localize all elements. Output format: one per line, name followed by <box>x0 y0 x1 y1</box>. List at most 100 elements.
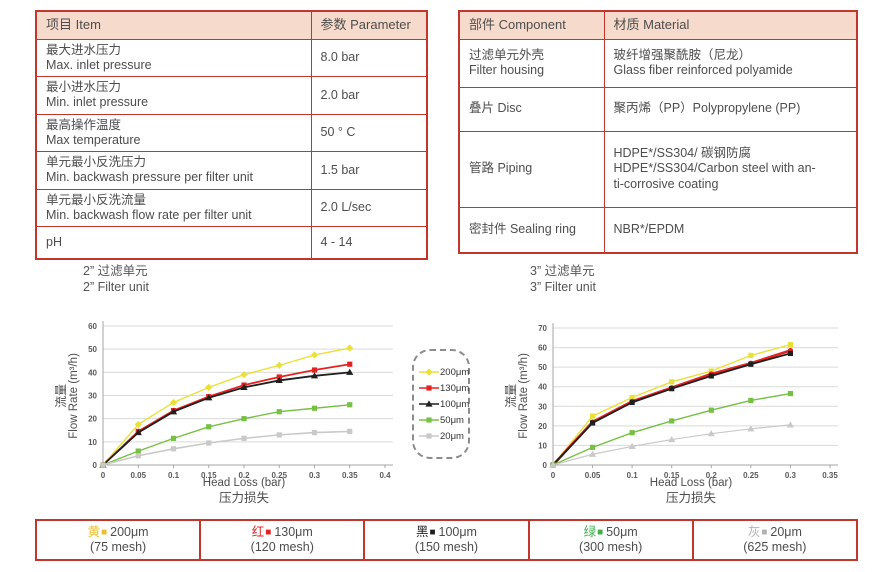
color-name-cn: 灰 <box>747 524 761 539</box>
legend-item: 200μm <box>419 366 470 378</box>
table-row: 单元最小反洗压力 Min. backwash pressure per filt… <box>35 151 428 190</box>
table-row: pH 4 - 14 <box>35 226 428 259</box>
svg-text:20: 20 <box>538 422 547 431</box>
legend-label: 20μm <box>440 430 464 442</box>
legend-item: 50μm <box>419 415 468 426</box>
svg-text:0.2: 0.2 <box>706 471 718 480</box>
x-axis-label-3in: Head Loss (bar) 压力损失 <box>611 477 771 506</box>
table-row: 最高操作温度 Max temperature 50 ° C <box>35 113 428 152</box>
table-row: 最大进水压力 Max. inlet pressure 8.0 bar <box>35 38 428 77</box>
legend-label: 130μm <box>440 382 470 394</box>
chart-legend-box: 200μm 130μm 100μm 50μm 20μm <box>412 349 470 459</box>
mesh-label: (75 mesh) <box>89 540 147 554</box>
svg-text:0.3: 0.3 <box>309 471 321 480</box>
legend-line-marker-icon <box>419 433 439 439</box>
legend-line-marker-icon <box>419 368 439 376</box>
svg-text:0: 0 <box>551 471 556 480</box>
x-axis-label-cn: 压力损失 <box>665 490 716 505</box>
mesh-cell: 红■ 130μm (120 mesh) <box>199 519 366 561</box>
spec-item-value: 4 - 14 <box>310 226 428 259</box>
spec-header-parameter: 参数 Parameter <box>310 10 428 40</box>
svg-text:0.05: 0.05 <box>585 471 601 480</box>
svg-text:0.05: 0.05 <box>130 471 146 480</box>
svg-text:30: 30 <box>88 392 97 401</box>
table-row: 最小进水压力 Min. inlet pressure 2.0 bar <box>35 76 428 115</box>
spec-item-label: 单元最小反洗流量 Min. backwash flow rate per fil… <box>35 188 312 227</box>
svg-text:0: 0 <box>93 461 98 470</box>
table-row: 单元最小反洗流量 Min. backwash flow rate per fil… <box>35 188 428 227</box>
material-value: HDPE*/SS304/ 碳钢防腐 HDPE*/SS304/Carbon ste… <box>603 130 858 208</box>
svg-text:0.2: 0.2 <box>238 471 250 480</box>
svg-text:0.15: 0.15 <box>664 471 680 480</box>
svg-text:0.25: 0.25 <box>271 471 287 480</box>
svg-text:60: 60 <box>538 344 547 353</box>
table-row: 叠片 Disc 聚丙烯（PP）Polypropylene (PP) <box>458 86 858 132</box>
mesh-legend-row: 黄■ 200μm (75 mesh) 红■ 130μm (120 mesh) 黑■ 1… <box>34 519 859 561</box>
svg-text:60: 60 <box>88 322 97 331</box>
spec-item-label: pH <box>35 226 312 259</box>
legend-line-marker-icon <box>419 417 439 423</box>
flow-chart-2in: 0 10 20 30 40 50 60 0 0.05 0.1 0.15 0.2 0.25 0.3 0.35 0… <box>88 321 393 480</box>
svg-text:0.4: 0.4 <box>379 471 391 480</box>
color-swatch-icon: ■ <box>761 526 768 538</box>
svg-text:40: 40 <box>88 368 97 377</box>
legend-line-marker-icon <box>419 400 439 407</box>
mesh-cell: 绿■ 50μm (300 mesh) <box>527 519 694 561</box>
mesh-label: (120 mesh) <box>250 540 314 554</box>
micron-label: 50μm <box>606 524 638 539</box>
mesh-legend-table: 黄■ 200μm (75 mesh) 红■ 130μm (120 mesh) 黑■ 1… <box>34 519 859 561</box>
legend-item: 130μm <box>419 382 470 394</box>
spec-item-value: 2.0 L/sec <box>310 188 428 227</box>
svg-text:10: 10 <box>538 441 547 450</box>
legend-label: 50μm <box>440 414 464 426</box>
svg-text:0.1: 0.1 <box>627 471 639 480</box>
component-label: 管路 Piping <box>458 130 605 208</box>
spec-item-label: 单元最小反洗压力 Min. backwash pressure per filt… <box>35 151 312 190</box>
material-value: 聚丙烯（PP）Polypropylene (PP) <box>603 86 858 132</box>
mesh-label: (150 mesh) <box>414 540 479 554</box>
color-swatch-icon: ■ <box>265 526 272 538</box>
x-axis-label-2in: Head Loss (bar) 压力损失 <box>164 477 324 506</box>
material-header-material: 材质 Material <box>603 10 858 40</box>
component-label: 叠片 Disc <box>458 86 605 132</box>
svg-text:0.25: 0.25 <box>743 471 759 480</box>
spec-table: 项目 Item 参数 Parameter 最大进水压力 Max. inlet p… <box>35 10 428 260</box>
material-header-component: 部件 Component <box>458 10 605 40</box>
spec-item-value: 8.0 bar <box>310 38 428 77</box>
table-row: 管路 Piping HDPE*/SS304/ 碳钢防腐 HDPE*/SS304/… <box>458 130 858 208</box>
legend-label: 200μm <box>440 366 470 378</box>
mesh-label: (625 mesh) <box>743 540 807 554</box>
legend-line-marker-icon <box>419 385 439 391</box>
color-name-cn: 黑 <box>415 524 429 539</box>
spec-item-label: 最高操作温度 Max temperature <box>35 113 312 152</box>
spec-item-label: 最大进水压力 Max. inlet pressure <box>35 38 312 77</box>
color-swatch-icon: ■ <box>597 526 604 538</box>
svg-text:10: 10 <box>88 438 97 447</box>
mesh-cell: 黄■ 200μm (75 mesh) <box>34 519 202 561</box>
table-row: 过滤单元外壳 Filter housing 玻纤增强聚酰胺（尼龙） Glass … <box>458 38 858 88</box>
micron-label: 20μm <box>770 524 802 539</box>
svg-text:30: 30 <box>538 402 547 411</box>
chart-title-3in: 3” 过滤单元 3” Filter unit <box>530 264 596 294</box>
material-value: NBR*/EPDM <box>603 206 858 254</box>
micron-label: 130μm <box>274 524 313 539</box>
color-name-cn: 红 <box>251 524 265 539</box>
svg-text:0.35: 0.35 <box>342 471 358 480</box>
legend-item: 20μm <box>419 431 468 442</box>
spec-header-row: 项目 Item 参数 Parameter <box>35 10 428 40</box>
material-header-row: 部件 Component 材质 Material <box>458 10 858 40</box>
mesh-cell: 黑■ 100μm (150 mesh) <box>363 519 530 561</box>
svg-text:50: 50 <box>538 363 547 372</box>
spec-item-value: 2.0 bar <box>310 76 428 115</box>
svg-text:20: 20 <box>88 415 97 424</box>
spec-item-value: 1.5 bar <box>310 151 428 190</box>
svg-text:50: 50 <box>88 345 97 354</box>
spec-item-label: 最小进水压力 Min. inlet pressure <box>35 76 312 115</box>
svg-text:0.1: 0.1 <box>168 471 180 480</box>
color-name-cn: 黄 <box>87 524 101 539</box>
legend-label: 100μm <box>440 398 470 410</box>
color-name-cn: 绿 <box>583 524 597 539</box>
svg-text:0.15: 0.15 <box>201 471 217 480</box>
table-row: 密封件 Sealing ring NBR*/EPDM <box>458 206 858 254</box>
mesh-cell: 灰■ 20μm (625 mesh) <box>691 519 859 561</box>
